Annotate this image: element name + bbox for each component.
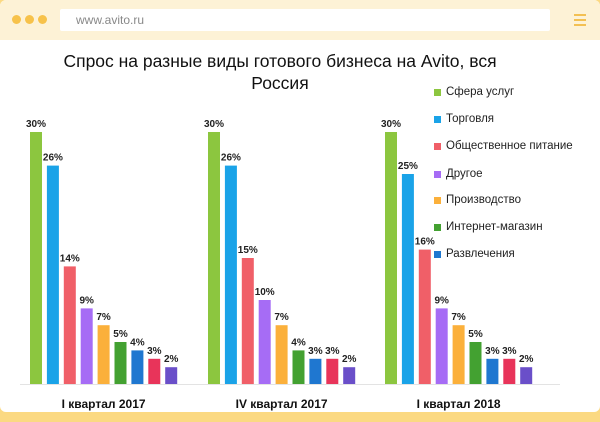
bar-2-1[interactable] [208,132,220,384]
bar-data-label: 7% [96,312,111,323]
bar-1-9[interactable] [165,367,178,384]
bar-data-label: 16% [415,237,435,248]
bar-1-4[interactable] [80,308,93,384]
legend-label: Торговля [446,113,495,125]
bar-3-2[interactable] [401,174,414,384]
bar-data-label: 9% [434,295,449,306]
legend-swatch-icon [434,251,441,258]
bar-data-label: 2% [164,354,179,365]
bar-data-label: 9% [79,295,94,306]
bar-data-label: 30% [26,119,46,130]
bar-data-label: 30% [204,119,224,130]
bar-3-7[interactable] [486,358,499,384]
bar-3-5[interactable] [452,325,465,384]
legend-swatch-icon [434,197,441,204]
bar-1-2[interactable] [46,165,59,384]
bar-3-6[interactable] [469,342,482,384]
legend-label: Интернет-магазин [446,221,543,233]
bar-2-5[interactable] [275,325,288,384]
bar-2-8[interactable] [326,358,339,384]
window-dot-icon[interactable] [12,15,21,24]
bar-1-3[interactable] [63,266,76,384]
legend-swatch-icon [434,224,441,231]
bar-3-1[interactable] [385,132,397,384]
category-label: IV квартал 2017 [236,397,328,411]
bar-data-label: 3% [308,346,323,357]
legend-swatch-icon [434,171,441,178]
legend-swatch-icon [434,143,441,150]
bar-2-4[interactable] [258,300,271,384]
browser-toolbar: www.avito.ru [0,0,600,40]
bar-data-label: 4% [130,337,145,348]
category-label: I квартал 2017 [62,397,146,411]
bar-3-8[interactable] [503,358,516,384]
bar-2-7[interactable] [309,358,322,384]
bar-1-6[interactable] [114,342,127,384]
bar-2-3[interactable] [241,258,254,384]
bar-3-9[interactable] [520,367,533,384]
bar-chart: 30%26%14%9%7%5%4%3%2%I квартал 201730%26… [20,119,560,411]
address-bar[interactable]: www.avito.ru [60,9,550,31]
bar-data-label: 7% [274,312,289,323]
bar-data-label: 3% [147,346,162,357]
bar-2-6[interactable] [292,350,305,384]
legend-label: Развлечения [446,248,515,260]
bar-2-2[interactable] [224,165,237,384]
bar-data-label: 26% [43,153,63,164]
bar-data-label: 4% [291,337,306,348]
bar-data-label: 3% [485,346,500,357]
bar-data-label: 5% [113,329,128,340]
bar-3-3[interactable] [418,249,431,384]
bar-data-label: 30% [381,119,401,130]
legend-label: Производство [446,194,521,206]
hamburger-menu-icon[interactable] [574,14,586,26]
bar-3-4[interactable] [435,308,448,384]
browser-window: www.avito.ru Спрос на разные виды готово… [0,0,600,412]
bar-data-label: 15% [238,245,258,256]
bar-data-label: 14% [60,253,80,264]
address-bar-url: www.avito.ru [76,13,145,27]
bar-1-5[interactable] [97,325,110,384]
bar-data-label: 3% [502,346,517,357]
bar-data-label: 26% [221,153,241,164]
bar-data-label: 25% [398,161,418,172]
bar-1-7[interactable] [131,350,144,384]
legend-label: Сфера услуг [446,86,515,98]
window-dot-icon[interactable] [25,15,34,24]
bar-data-label: 3% [325,346,340,357]
bar-data-label: 2% [342,354,357,365]
bar-data-label: 7% [451,312,466,323]
bar-data-label: 10% [255,287,275,298]
bar-data-label: 5% [468,329,483,340]
legend-label: Общественное питание [446,140,573,152]
legend-swatch-icon [434,89,441,96]
bar-2-9[interactable] [343,367,356,384]
category-label: I квартал 2018 [417,397,501,411]
bar-1-8[interactable] [148,358,161,384]
bar-1-1[interactable] [30,132,42,384]
window-dot-icon[interactable] [38,15,47,24]
bar-data-label: 2% [519,354,534,365]
chart-title: Спрос на разные виды готового бизнеса на… [63,51,497,93]
legend-swatch-icon [434,116,441,123]
legend-label: Другое [446,168,483,180]
